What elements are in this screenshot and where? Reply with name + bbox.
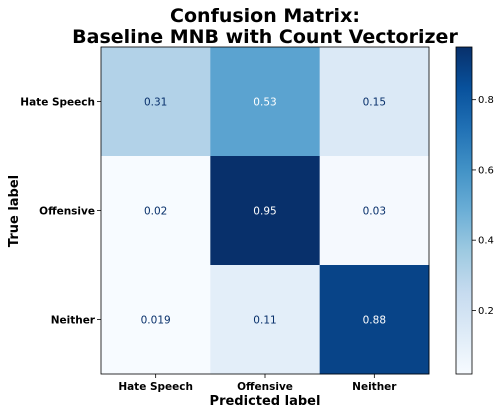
cell-value-label: 0.02 [144,206,167,218]
colorbar-tick-label: 0.2 [478,306,494,317]
colorbar-tick-label: 0.4 [478,236,494,247]
y-axis-label: True label [7,175,22,247]
matrix-cell [210,265,321,375]
matrix-cell [210,156,321,266]
matrix-cell [319,156,430,266]
y-axis-ticks: Hate Speech Offensive Neither [20,97,101,327]
matrix-cell [101,47,211,157]
colorbar-tick-label: 0.6 [478,165,494,176]
matrix-cell [101,265,211,375]
x-tick-label: Neither [352,381,397,393]
y-tick-label: Neither [51,315,96,327]
chart-title-line-2: Baseline MNB with Count Vectorizer [72,26,458,48]
matrix-cell [319,265,430,375]
cell-value-label: 0.15 [363,97,386,109]
cell-value-label: 0.019 [141,315,171,327]
colorbar-ticks: 0.2 0.4 0.6 0.8 [472,95,494,317]
y-tick-label: Hate Speech [20,97,95,109]
matrix-cell [101,156,211,266]
x-tick-label: Offensive [237,381,293,393]
cell-value-label: 0.11 [253,315,276,327]
matrix-cell [319,47,430,157]
x-axis-ticks: Hate Speech Offensive Neither [118,374,397,393]
cell-value-label: 0.53 [253,97,276,109]
cell-value-label: 0.03 [363,206,386,218]
chart-title-line-1: Confusion Matrix: [170,5,360,27]
x-axis-label: Predicted label [210,394,321,409]
cell-value-label: 0.88 [363,315,386,327]
matrix-cells: 0.31 0.53 0.15 0.02 0.95 0.03 0.019 0.11 0.88 [101,47,430,375]
colorbar [455,46,473,375]
colorbar-tick-label: 0.8 [478,95,494,106]
cell-value-label: 0.31 [144,97,167,109]
x-tick-label: Hate Speech [118,381,193,393]
y-tick-label: Offensive [39,206,95,218]
cell-value-label: 0.95 [253,206,276,218]
matrix-cell [210,47,321,157]
